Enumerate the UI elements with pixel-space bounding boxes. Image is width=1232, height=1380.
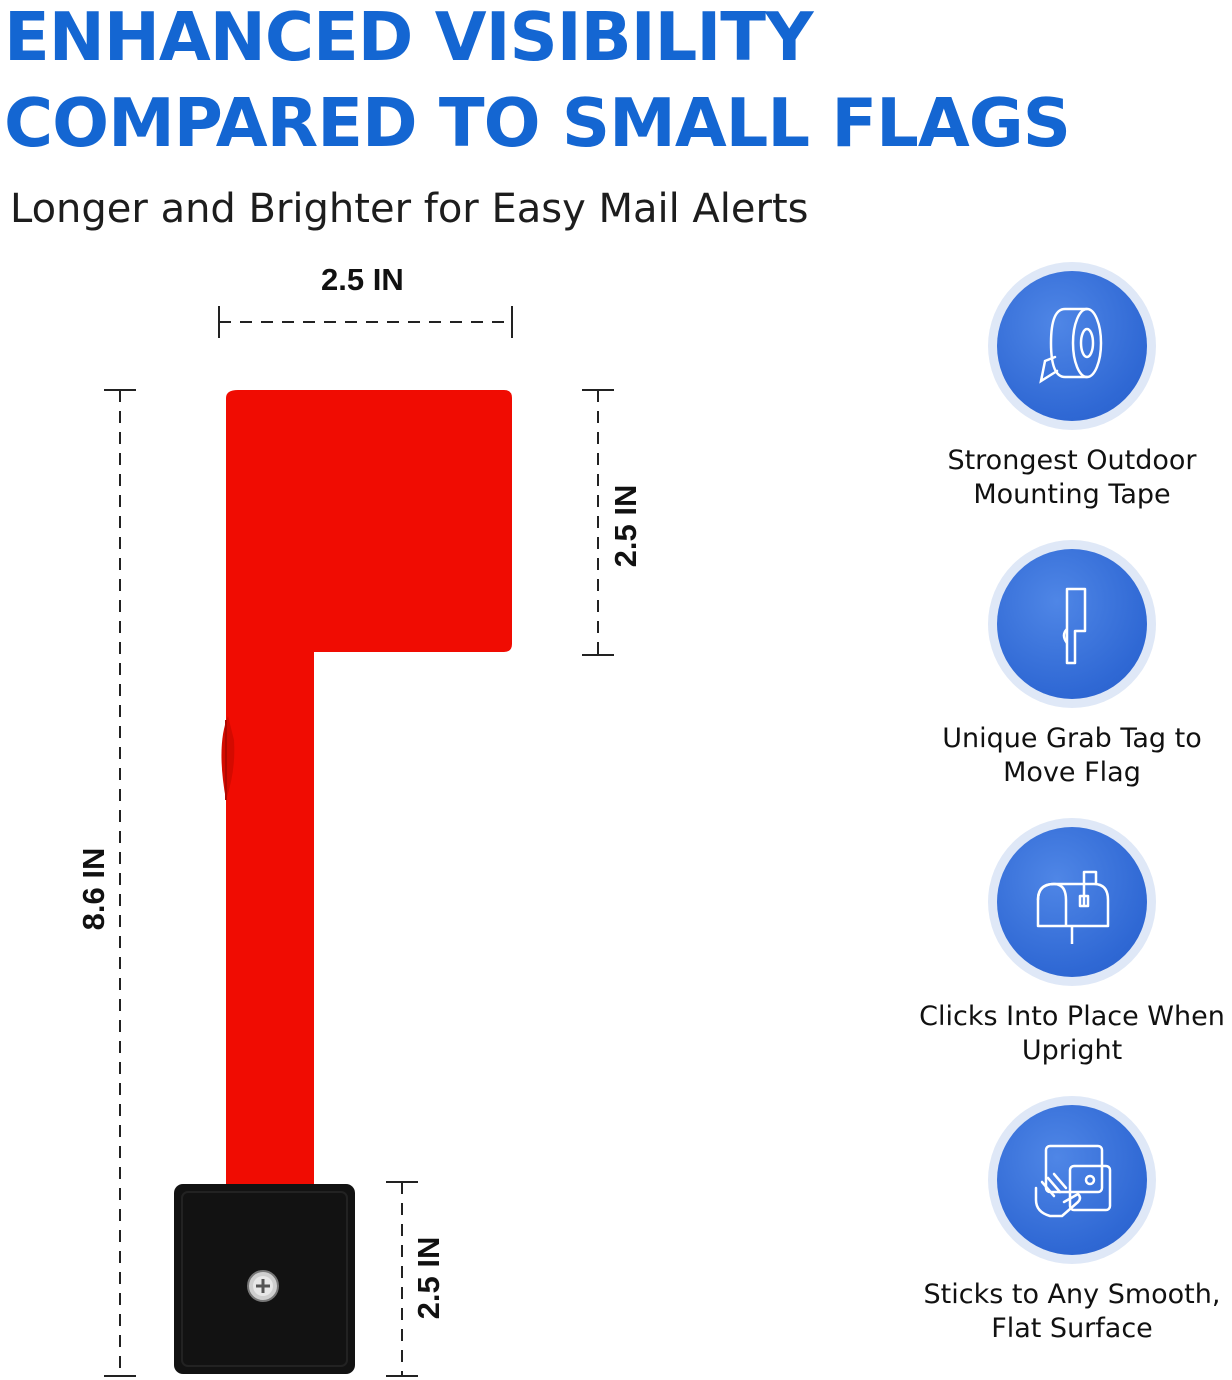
headline-line-2: COMPARED TO SMALL FLAGS [4,84,1071,162]
feature-clicks-into-place: Clicks Into Place When Upright [900,818,1232,1068]
headline-line-1: ENHANCED VISIBILITY [4,0,814,76]
tape-roll-icon [997,271,1147,421]
feature-badge [988,262,1156,430]
base-height-label: 2.5 IN [411,1236,446,1320]
hand-surface-icon [997,1105,1147,1255]
mailbox-icon [997,827,1147,977]
feature-caption: Strongest Outdoor Mounting Tape [947,445,1197,510]
feature-caption: Sticks to Any Smooth, Flat Surface [923,1279,1221,1344]
feature-grab-tag: Unique Grab Tag to Move Flag [900,540,1232,790]
grab-tag-flag-icon [997,549,1147,699]
grab-tag [221,716,235,800]
top-width-label: 2.5 IN [321,262,404,297]
flag-height-dimension-line [582,389,614,656]
feature-mounting-tape: Strongest Outdoor Mounting Tape [900,262,1232,512]
feature-caption: Clicks Into Place When Upright [919,1001,1225,1066]
total-height-dimension-line [104,389,136,1377]
feature-caption: Unique Grab Tag to Move Flag [942,723,1202,788]
flag-diagram [104,306,614,1377]
feature-badge [988,1096,1156,1264]
feature-badge [988,540,1156,708]
total-height-label: 8.6 IN [76,847,111,931]
subtitle: Longer and Brighter for Easy Mail Alerts [10,186,809,232]
feature-badge [988,818,1156,986]
base-height-dimension-line [386,1181,418,1377]
feature-smooth-surface: Sticks to Any Smooth, Flat Surface [900,1096,1232,1346]
headline: ENHANCED VISIBILITY COMPARED TO SMALL FL… [4,0,1071,166]
flag-height-label: 2.5 IN [608,484,643,568]
width-dimension-line [218,306,513,338]
red-flag [226,390,512,1200]
screw [247,1270,279,1302]
